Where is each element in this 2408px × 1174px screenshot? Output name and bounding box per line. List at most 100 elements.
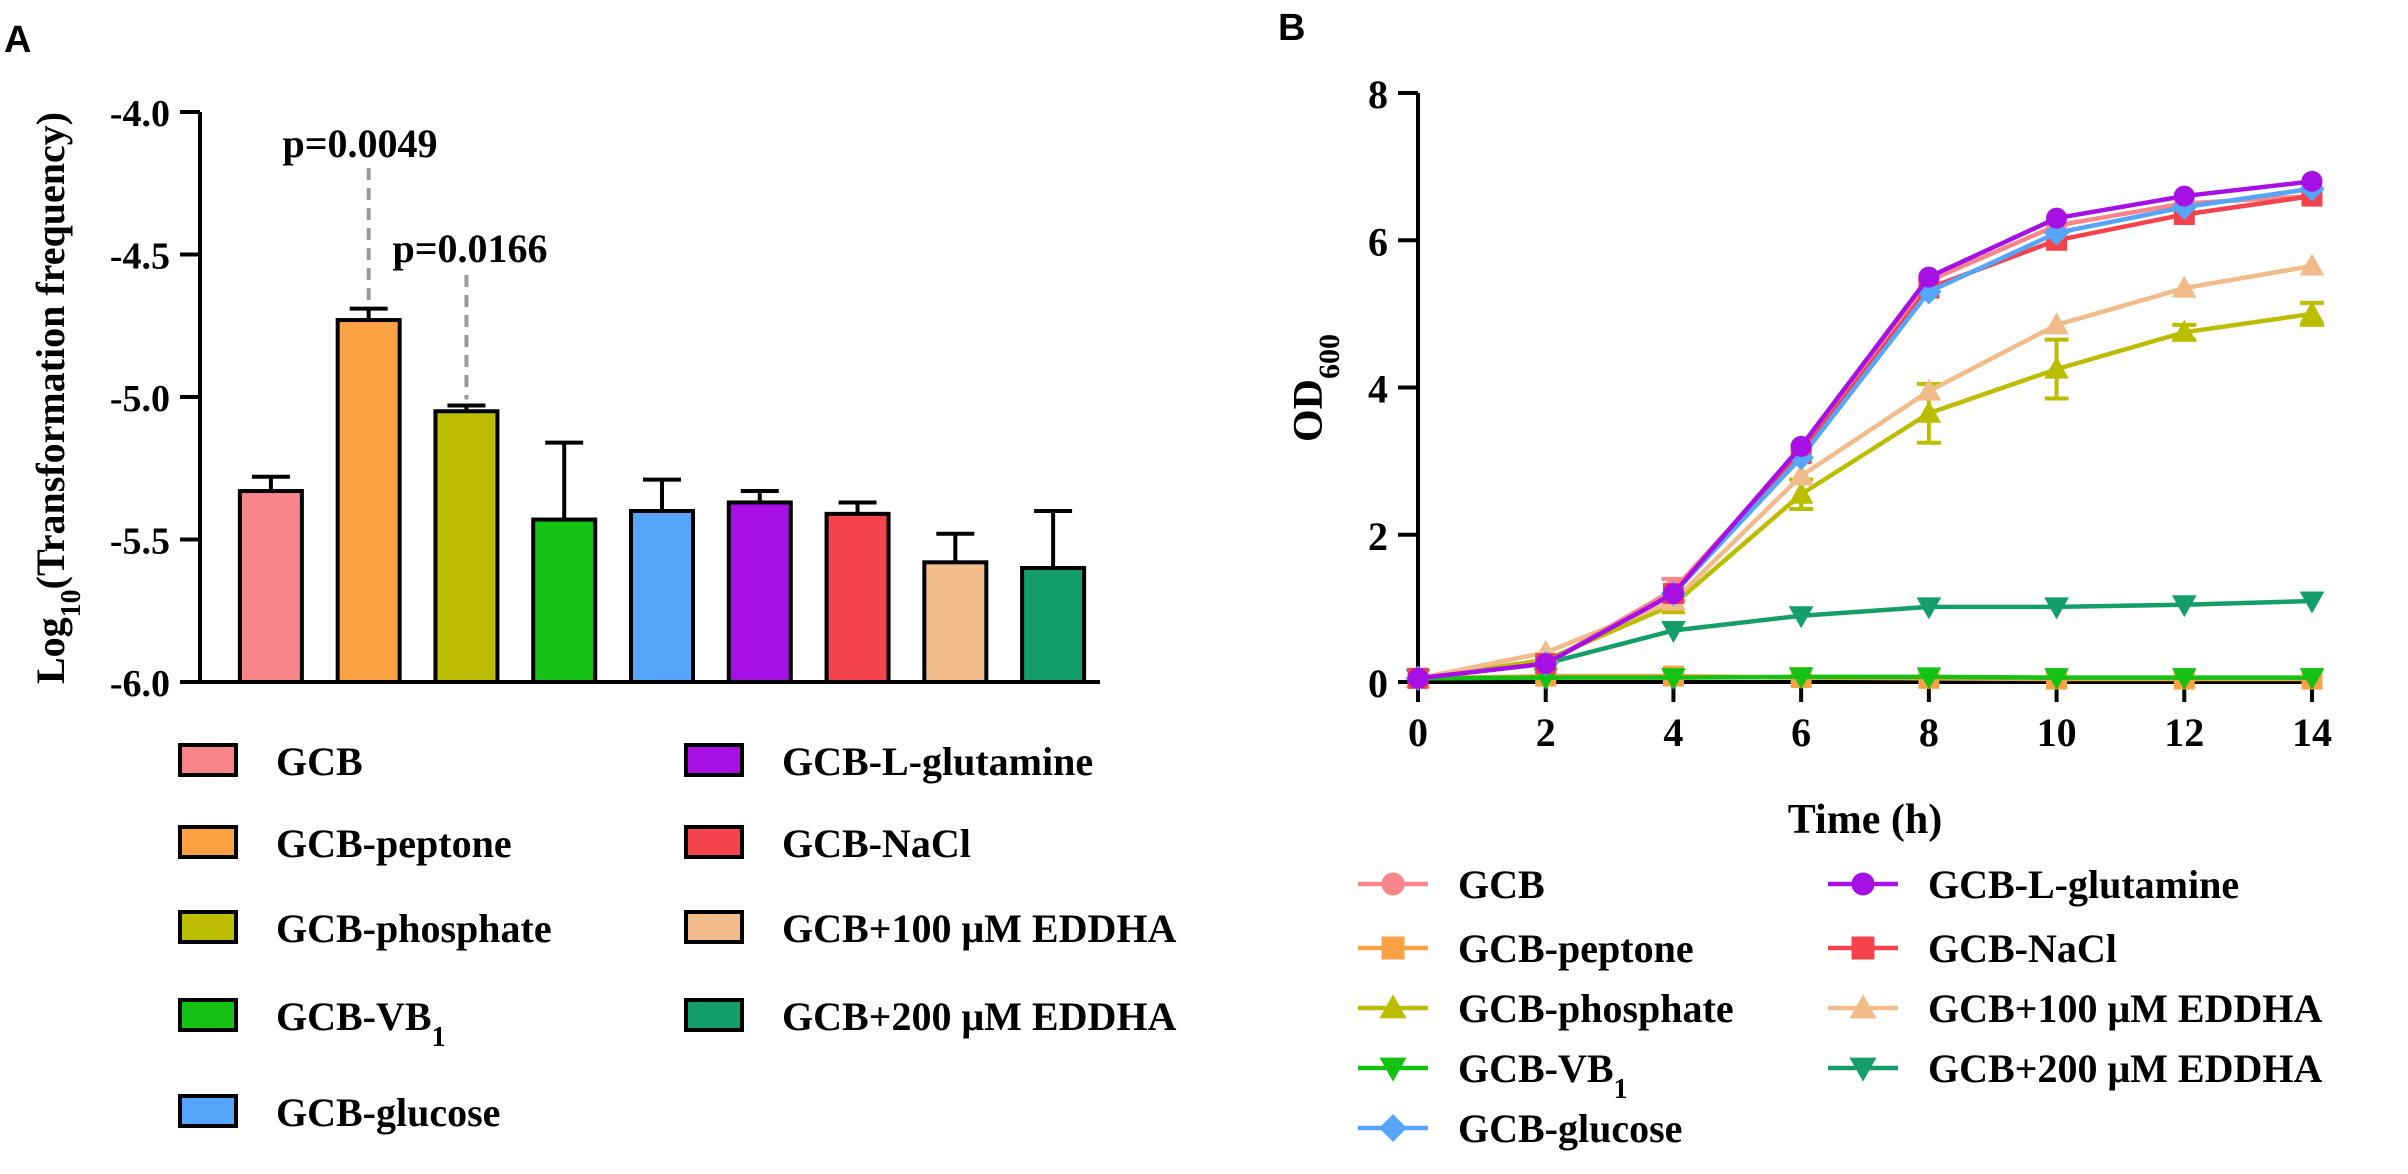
- y-tick-label: -6.0: [110, 663, 170, 705]
- data-point: [2043, 220, 2070, 246]
- legend-swatch: [684, 743, 744, 777]
- legend-marker: [1381, 936, 1405, 960]
- line-chart: 0 2 4 6 8 0 2 4 6 8 10 12 14 Time (h) OD600 GCB GCB-pept…: [1286, 72, 2332, 1151]
- bar-chart: -4.0 -4.5 -5.0 -5.5 -6.0 Log10(Transformation…: [28, 93, 1176, 1135]
- y-tick-label: 2: [1368, 514, 1388, 559]
- legend-label: GCB-glucose: [1458, 1106, 1682, 1151]
- y-axis-label: Log10(Transformation frequency): [28, 112, 87, 684]
- data-point: [1407, 667, 1429, 689]
- series-line: [1417, 179, 2313, 681]
- legend-swatch: [684, 825, 744, 859]
- legend-label-sub: 1: [1614, 1074, 1628, 1105]
- x-tick-label: 4: [1663, 710, 1683, 755]
- data-point: [1535, 653, 1557, 675]
- y-tick-label: 8: [1368, 72, 1388, 117]
- legend-label-main: GCB-glucose: [276, 1090, 500, 1135]
- legend-label-main: GCB-peptone: [276, 821, 512, 866]
- legend-swatch: [178, 825, 238, 859]
- legend-marker: [1849, 994, 1877, 1019]
- data-point: [2046, 207, 2068, 229]
- legend-label: GCB-peptone: [276, 821, 512, 866]
- legend-swatch: [178, 998, 238, 1032]
- legend-label-main: GCB-L-glutamine: [782, 739, 1093, 784]
- legend-label: GCB-peptone: [1458, 926, 1694, 971]
- data-point: [2171, 275, 2197, 298]
- legend-label-sub: 1: [432, 1022, 446, 1053]
- legend-swatch: [684, 910, 744, 944]
- data-point: [2044, 597, 2069, 620]
- x-tick-label: 12: [2164, 710, 2204, 755]
- data-point: [1790, 435, 1812, 457]
- legend-label-main: GCB+100 μM EDDHA: [782, 906, 1176, 951]
- data-point: [2299, 591, 2325, 614]
- legend-label-main: GCB-NaCl: [782, 821, 971, 866]
- legend-label: GCB-VB1: [276, 994, 446, 1053]
- data-point: [2044, 668, 2069, 691]
- legend-marker: [1379, 1114, 1407, 1142]
- series-line: [1417, 263, 2313, 681]
- data-point: [2044, 312, 2069, 335]
- y-tick-label: -5.5: [110, 521, 170, 563]
- data-point: [2173, 185, 2195, 207]
- legend-label: GCB: [1458, 862, 1545, 907]
- legend-label-main: GCB+200 μM EDDHA: [782, 994, 1176, 1039]
- data-point: [2301, 170, 2323, 192]
- legend-marker: [1381, 872, 1405, 896]
- y-tick-label: -5.0: [110, 378, 170, 420]
- data-point: [1788, 463, 1814, 486]
- legend-label-main: GCB: [1458, 862, 1545, 907]
- legend-label-main: GCB-peptone: [1458, 926, 1694, 971]
- legend-label: GCB-phosphate: [276, 906, 552, 951]
- legend-label-main: GCB+200 μM EDDHA: [1928, 1046, 2322, 1091]
- legend-label-main: GCB-VB: [1458, 1046, 1614, 1091]
- legend-label: GCB+100 μM EDDHA: [1928, 986, 2322, 1031]
- legend-label: GCB+200 μM EDDHA: [782, 994, 1176, 1039]
- legend-label: GCB-NaCl: [1928, 926, 2117, 971]
- data-point: [1916, 667, 1942, 690]
- legend-label: GCB-glucose: [276, 1090, 500, 1135]
- legend-swatch: [178, 1094, 238, 1128]
- x-tick-label: 14: [2292, 710, 2332, 755]
- data-point: [1661, 620, 1686, 643]
- legend-label: GCB+200 μM EDDHA: [1928, 1046, 2322, 1091]
- legend-label-main: GCB-phosphate: [1458, 986, 1734, 1031]
- y-axis-label-main: OD: [1286, 379, 1332, 442]
- bar: [726, 500, 793, 685]
- legend-label: GCB: [276, 739, 363, 784]
- series-line: [1417, 598, 2313, 681]
- x-tick-label: 10: [2037, 710, 2077, 755]
- bar: [824, 511, 891, 684]
- legend-label: GCB-VB1: [1458, 1046, 1628, 1105]
- legend-swatch: [178, 743, 238, 777]
- data-point: [2299, 253, 2325, 276]
- data-point: [2299, 668, 2325, 691]
- y-tick-label: 0: [1368, 661, 1388, 706]
- legend-marker: [1379, 994, 1407, 1019]
- bar: [531, 517, 598, 684]
- x-tick-label: 2: [1536, 710, 1556, 755]
- legend-label: GCB-NaCl: [782, 821, 971, 866]
- bar: [629, 509, 695, 684]
- data-point: [1916, 400, 1942, 423]
- data-point: [2171, 668, 2197, 691]
- series-line: [1417, 674, 2312, 681]
- panel-label-b: B: [1278, 7, 1305, 49]
- y-axis-label-rest: (Transformation frequency): [28, 112, 73, 589]
- y-tick-label: 6: [1368, 219, 1388, 264]
- legend-swatch: [684, 998, 744, 1032]
- x-tick-label: 8: [1919, 710, 1939, 755]
- data-point: [1916, 378, 1942, 401]
- legend-label: GCB-phosphate: [1458, 986, 1734, 1031]
- y-axis-label-sub: 600: [1313, 334, 1346, 379]
- legend-marker: [1851, 872, 1875, 896]
- y-tick-label: -4.0: [110, 93, 170, 135]
- x-axis-label: Time (h): [1788, 797, 1942, 843]
- data-point: [1662, 583, 1684, 605]
- x-tick-label: 0: [1408, 710, 1428, 755]
- legend-label-main: GCB: [276, 739, 363, 784]
- legend-swatch: [178, 910, 238, 944]
- y-axis-label: OD600: [1286, 334, 1346, 442]
- legend-label-main: GCB+100 μM EDDHA: [1928, 986, 2322, 1031]
- legend-label-main: GCB-NaCl: [1928, 926, 2117, 971]
